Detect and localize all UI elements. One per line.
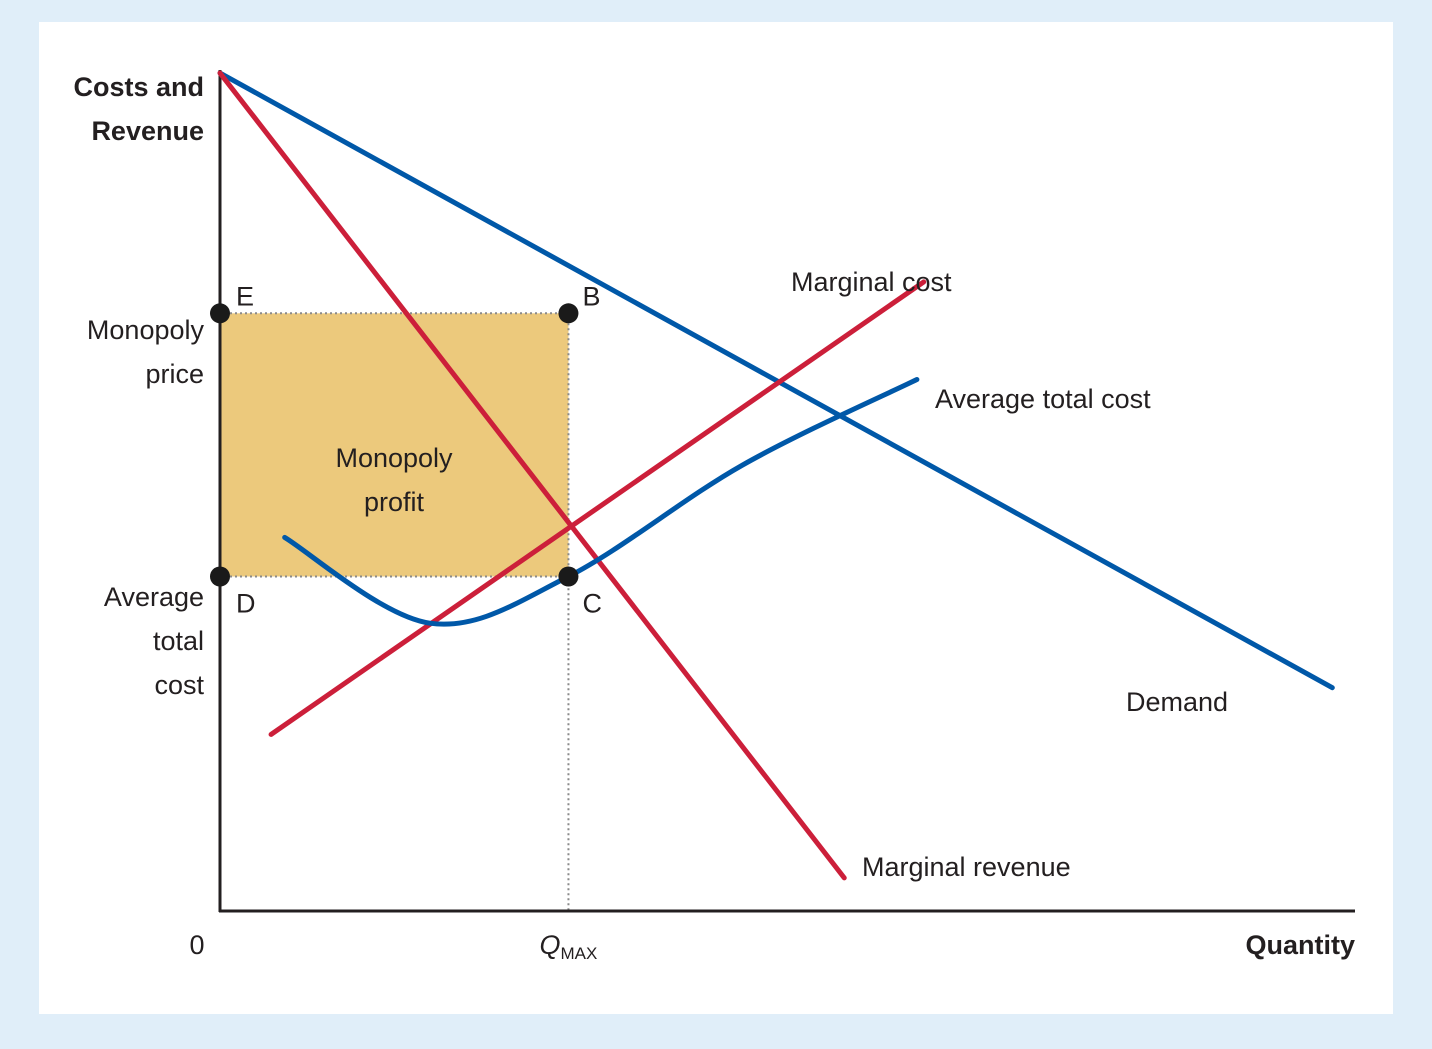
point-label-e: E (236, 281, 254, 311)
series-label-demand: Demand (1126, 687, 1228, 717)
point-e (210, 303, 230, 324)
series-demand (217, 70, 1335, 691)
chart-card: E B D C Demand Marginal revenue Marginal cost A… (39, 22, 1393, 1014)
point-c (558, 566, 579, 587)
point-label-c: C (582, 588, 602, 618)
point-label-d: D (236, 588, 256, 618)
y-axis-title-line: Costs and (73, 72, 204, 102)
y-tick-label-line: Monopoly (87, 315, 205, 345)
y-axis-title-line: Revenue (91, 116, 204, 146)
origin-label: 0 (189, 930, 204, 960)
profit-region-label-line: profit (364, 487, 425, 517)
y-tick-label-line: cost (154, 670, 204, 700)
series-marginal-revenue (217, 70, 847, 881)
monopoly-profit-chart: E B D C Demand Marginal revenue Marginal cost A… (73, 70, 1355, 963)
y-tick-label-line: Average (104, 582, 204, 612)
series-marginal-cost (268, 279, 927, 737)
series-label-marginal-revenue: Marginal revenue (862, 852, 1071, 882)
point-b (558, 303, 579, 324)
series-label-average-total-cost: Average total cost (935, 384, 1151, 414)
point-label-b: B (582, 281, 600, 311)
series-label-marginal-cost: Marginal cost (791, 267, 952, 297)
y-tick-label-line: price (145, 359, 204, 389)
y-tick-label-line: total (153, 626, 204, 656)
x-axis-title: Quantity (1245, 930, 1355, 960)
x-tick-label-sub: MAX (561, 944, 598, 963)
x-tick-label-main: Q (540, 930, 561, 960)
point-d (210, 566, 230, 587)
profit-region-label-line: Monopoly (335, 443, 453, 473)
x-tick-label-qmax: QMAX (540, 930, 598, 963)
